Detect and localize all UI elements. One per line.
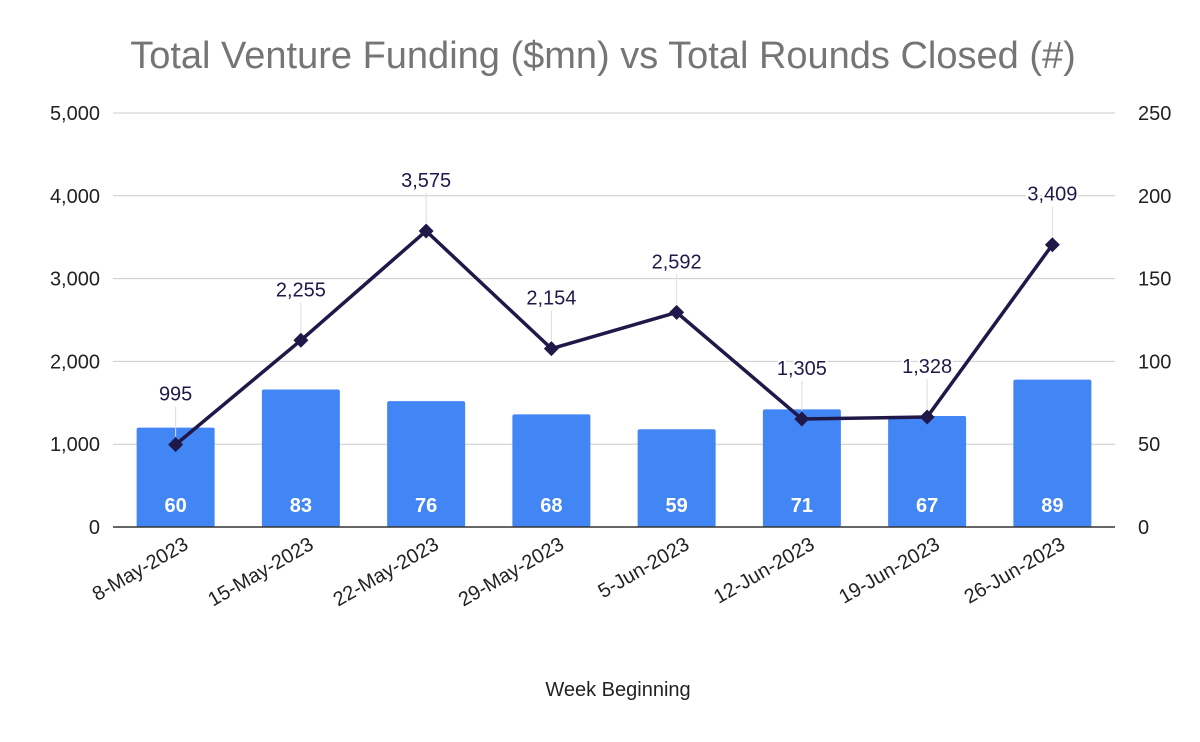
- rounds-line: [174, 229, 1054, 446]
- x-axis-title: Week Beginning: [545, 679, 690, 701]
- y-right-tick-label: 0: [1138, 517, 1149, 539]
- y-left-tick-label: 2,000: [50, 351, 100, 373]
- funding-bar: [762, 409, 841, 527]
- funding-bar: [261, 389, 340, 527]
- x-tick-label: 8-May-2023: [89, 533, 192, 605]
- x-tick-label: 12-Jun-2023: [710, 533, 818, 608]
- y-left-tick-label: 5,000: [50, 103, 100, 125]
- bar-data-label: 83: [290, 495, 312, 517]
- bar-data-label: 68: [540, 495, 562, 517]
- y-right-tick-label: 150: [1138, 269, 1171, 291]
- funding-bar: [512, 414, 591, 527]
- x-tick-label: 5-Jun-2023: [594, 533, 693, 603]
- y-left-tick-label: 1,000: [50, 434, 100, 456]
- line-diamond-marker: [794, 411, 810, 427]
- line-diamond-marker: [293, 332, 309, 348]
- line-data-label: 3,575: [401, 170, 451, 192]
- bar-data-label: 71: [791, 495, 813, 517]
- axes: 0 1,000 2,000 3,000 4,000 5,000 0 50 100 150 200 25…: [50, 103, 1171, 611]
- line-diamond-marker: [919, 409, 935, 425]
- y-right-tick-label: 100: [1138, 351, 1171, 373]
- y-left-tick-label: 4,000: [50, 186, 100, 208]
- line-data-label: 3,409: [1027, 184, 1077, 206]
- line-diamond-marker: [418, 223, 434, 239]
- line-data-label: 995: [159, 384, 192, 406]
- x-tick-label: 22-May-2023: [330, 533, 443, 611]
- line-diamond-marker: [1044, 237, 1060, 253]
- bar-data-label: 67: [916, 495, 938, 517]
- y-right-tick-label: 50: [1138, 434, 1160, 456]
- line-diamond-marker: [669, 304, 685, 320]
- funding-bar: [888, 416, 967, 527]
- y-left-tick-label: 3,000: [50, 269, 100, 291]
- x-tick-label: 19-Jun-2023: [835, 533, 943, 608]
- funding-bar: [1013, 379, 1092, 527]
- line-diamond-marker: [168, 437, 184, 453]
- funding-bar: [136, 427, 215, 527]
- line-diamond-marker: [543, 341, 559, 357]
- line-data-label: 2,592: [652, 251, 702, 273]
- bar-data-label: 76: [415, 495, 437, 517]
- line-series: 995 2,255 3,575 2,154 2,592 1,305 1,328 3,409: [157, 168, 1079, 453]
- y-right-tick-label: 250: [1138, 103, 1171, 125]
- line-data-label: 2,154: [526, 288, 576, 310]
- x-tick-label: 29-May-2023: [455, 533, 568, 611]
- bar-data-label: 89: [1041, 495, 1063, 517]
- line-data-label: 1,328: [902, 356, 952, 378]
- x-tick-label: 15-May-2023: [204, 533, 317, 611]
- line-data-label: 1,305: [777, 358, 827, 380]
- funding-bar: [637, 429, 716, 527]
- x-tick-label: 26-Jun-2023: [961, 533, 1069, 608]
- bar-data-label: 60: [165, 495, 187, 517]
- funding-bar: [387, 401, 466, 527]
- line-data-label: 2,255: [276, 279, 326, 301]
- bar-series: 60 83 76 68 59 71 67 89: [136, 379, 1092, 527]
- y-right-tick-label: 200: [1138, 186, 1171, 208]
- bar-data-label: 59: [666, 495, 688, 517]
- chart-title: Total Venture Funding ($mn) vs Total Rou…: [130, 35, 1076, 77]
- y-left-tick-label: 0: [89, 517, 100, 539]
